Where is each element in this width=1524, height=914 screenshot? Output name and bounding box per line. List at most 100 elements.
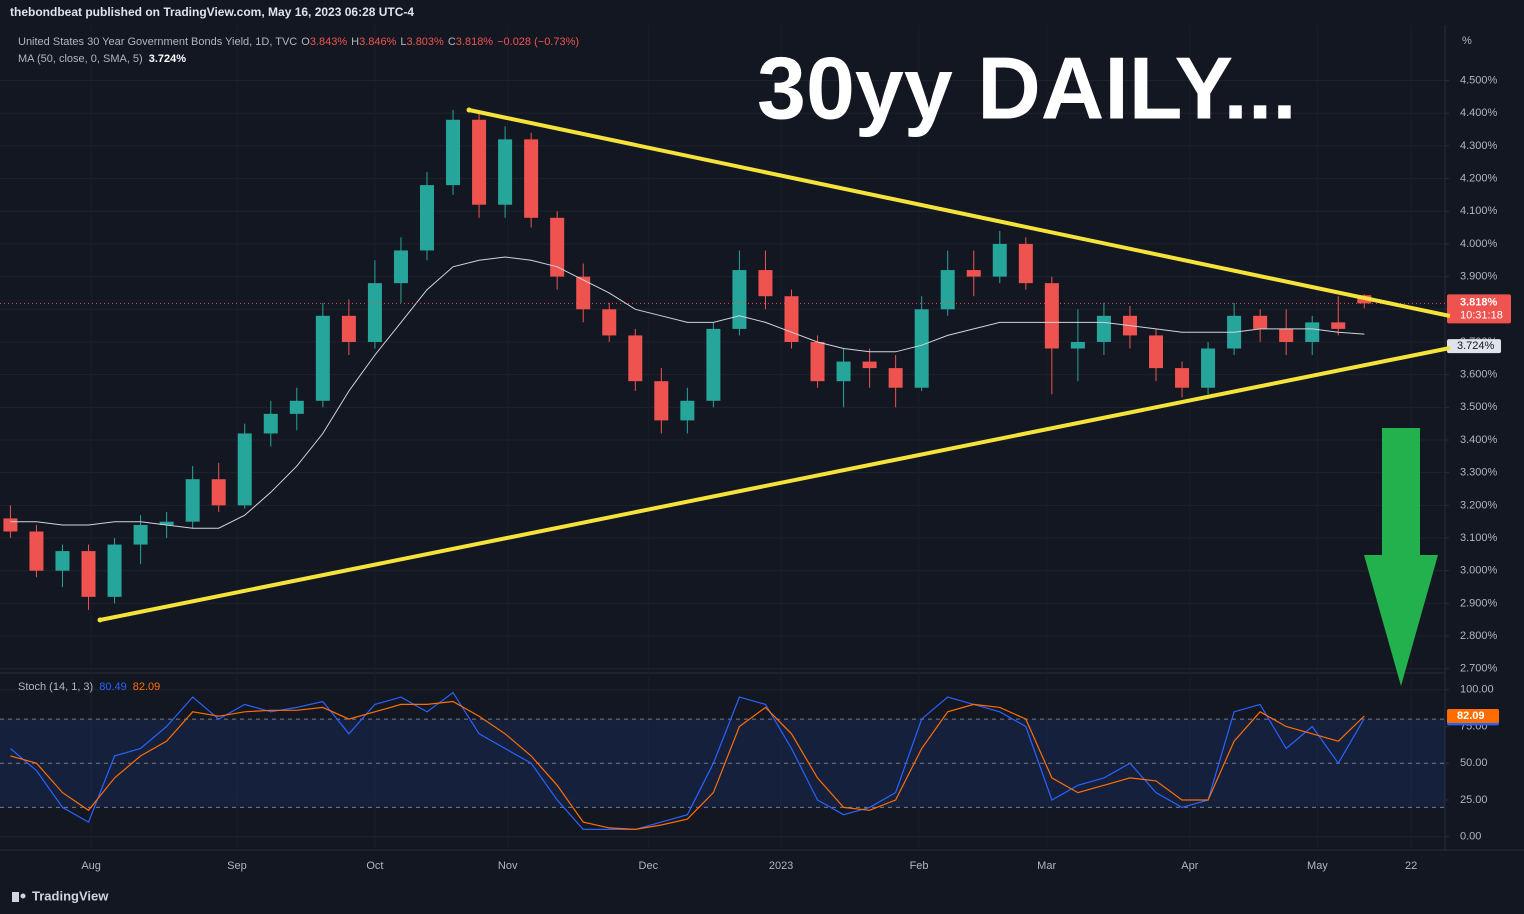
candle-body xyxy=(1044,283,1059,349)
candle-body xyxy=(1149,335,1163,369)
candle-body xyxy=(1018,243,1033,284)
unit: % xyxy=(1462,35,1472,47)
candle-body xyxy=(185,479,200,522)
trendline xyxy=(468,108,1451,318)
ohlc-key: L xyxy=(400,36,406,48)
x-tick-label: May xyxy=(1307,860,1328,872)
ma-tag: 3.724% xyxy=(1457,340,1495,352)
candle-body xyxy=(159,521,174,525)
candle-body xyxy=(810,341,825,382)
candle-body xyxy=(315,315,330,401)
y-tick-label: 0.00 xyxy=(1460,831,1481,843)
candle-body xyxy=(3,518,18,532)
candle-body xyxy=(367,283,382,342)
candle-body xyxy=(680,400,695,421)
ma-line xyxy=(10,256,1365,529)
legend-value: 82.09 xyxy=(133,681,161,693)
stoch-line xyxy=(10,700,1365,831)
candle-body xyxy=(55,551,70,571)
x-tick-label: 2023 xyxy=(769,860,793,872)
candle-body xyxy=(524,139,539,218)
y-tick-label: 3.100% xyxy=(1460,532,1498,544)
y-tick-label: 4.400% xyxy=(1460,107,1498,119)
plot: 2.700% 2.800% 2.900% 3.000% 3.100% 3.200% 3.30… xyxy=(0,25,1511,872)
candle-body xyxy=(107,544,122,597)
brand-name: TradingView xyxy=(32,888,109,903)
ma-tag-box xyxy=(1447,339,1501,354)
candle-body xyxy=(732,270,747,329)
price-tag-box xyxy=(1447,294,1511,324)
candle-body xyxy=(862,361,877,369)
brand: TradingView xyxy=(12,888,109,903)
stoch-tag: 82.09 xyxy=(1457,710,1485,722)
candle-body xyxy=(211,479,226,506)
x-tick-label: Mar xyxy=(1037,860,1056,872)
candle-body xyxy=(550,217,565,277)
candle-body xyxy=(498,139,513,205)
x-tick-label: Nov xyxy=(498,860,518,872)
countdown: 10:31:18 xyxy=(1460,309,1503,321)
annotation: 30yy DAILY... xyxy=(757,38,1297,137)
ohlc-value: −0.028 (−0.73%) xyxy=(497,36,579,48)
x-tick-label: Sep xyxy=(227,860,247,872)
y-tick-label: 2.700% xyxy=(1460,663,1498,675)
stoch-line xyxy=(10,691,1365,830)
price-tag: 3.818% xyxy=(1460,296,1498,308)
candle-body xyxy=(289,400,304,414)
candle-body xyxy=(1096,315,1111,342)
candle-body xyxy=(1201,348,1216,388)
ma-name: MA (50, close, 0, SMA, 5) xyxy=(18,53,143,65)
y-tick-label: 100.00 xyxy=(1460,684,1494,696)
candle-body xyxy=(758,270,773,297)
logo xyxy=(12,892,19,902)
candle-body xyxy=(1305,322,1320,342)
ohlc-key: O xyxy=(301,36,310,48)
candle-body xyxy=(992,243,1007,277)
candle-body xyxy=(888,368,903,388)
candle-body xyxy=(472,119,487,205)
y-tick-label: 2.800% xyxy=(1460,630,1498,642)
y-tick-label: 3.900% xyxy=(1460,271,1498,283)
arrow-shaft xyxy=(1382,428,1420,556)
legend-value: 80.49 xyxy=(99,681,127,693)
candle-body xyxy=(419,185,434,251)
candle-body xyxy=(133,524,148,545)
candle-body xyxy=(628,335,643,382)
y-tick-label: 3.000% xyxy=(1460,565,1498,577)
candle-body xyxy=(446,119,461,186)
x-tick-label: Aug xyxy=(81,860,101,872)
x-tick-label: 22 xyxy=(1405,860,1417,872)
y-tick-label: 4.100% xyxy=(1460,205,1498,217)
y-tick-label: 2.900% xyxy=(1460,597,1498,609)
ohlc-key: H xyxy=(351,36,359,48)
candle-body xyxy=(914,309,929,388)
ohlc-value: 3.846% xyxy=(359,36,397,48)
candle-body xyxy=(263,413,278,434)
y-tick-label: 4.300% xyxy=(1460,140,1498,152)
y-tick-label: 4.500% xyxy=(1460,74,1498,86)
trendline-end xyxy=(97,617,103,623)
arrow-head xyxy=(1364,555,1438,686)
candle-body xyxy=(29,531,44,571)
candle-body xyxy=(836,361,851,382)
candle-body xyxy=(1279,328,1294,342)
candle-body xyxy=(654,381,669,421)
ma-value: 3.724% xyxy=(149,53,187,65)
candle-body xyxy=(940,270,955,310)
candle-body xyxy=(1175,368,1190,388)
candle-body xyxy=(706,328,721,401)
candle-body xyxy=(393,250,408,284)
candle-body xyxy=(1331,322,1346,329)
y-tick-label: 4.000% xyxy=(1460,238,1498,250)
y-tick-label: 25.00 xyxy=(1460,794,1488,806)
legend-title: Stoch (14, 1, 3) xyxy=(18,681,93,693)
trendline xyxy=(99,346,1451,622)
publisher: thebondbeat published on TradingView.com… xyxy=(10,5,414,19)
x-tick-label: Feb xyxy=(910,860,929,872)
candle-body xyxy=(602,309,617,336)
candle-body xyxy=(1253,315,1268,329)
legend-title: United States 30 Year Government Bonds Y… xyxy=(18,36,579,48)
